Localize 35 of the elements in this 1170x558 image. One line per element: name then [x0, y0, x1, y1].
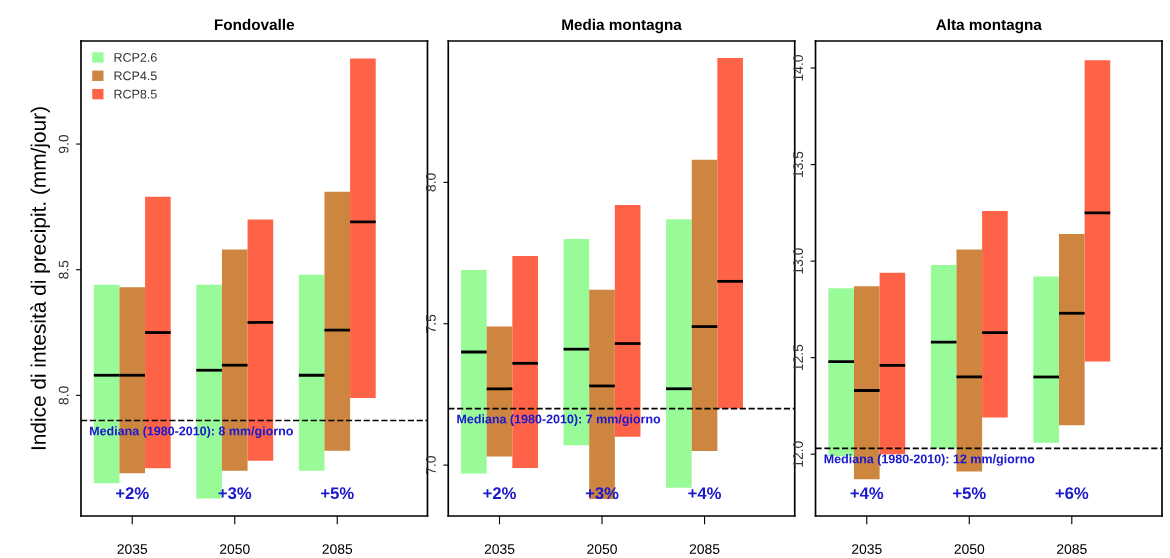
y-tick-label: 9.0	[58, 134, 69, 154]
x-tick-label: 2035	[852, 544, 882, 554]
y-tick-label: 7.5	[426, 314, 436, 333]
annotation: +2%	[116, 487, 149, 500]
x-tick-label: 2050	[587, 544, 617, 554]
chart-title: Fondovalle	[214, 18, 295, 31]
annotation: +2%	[483, 487, 516, 500]
chart-title: Alta montagna	[936, 18, 1042, 34]
annotation: +5%	[953, 487, 986, 500]
annotation: +6%	[1055, 487, 1089, 500]
y-tick-label: 8.5	[58, 260, 69, 279]
annotation: +4%	[688, 487, 721, 500]
y-tick-label: 7.0	[425, 456, 436, 475]
x-tick-label: 2085	[1057, 544, 1087, 554]
chart-title: Media montagna	[562, 18, 682, 34]
annotation: +5%	[321, 487, 354, 500]
x-tick-label: 2050	[220, 544, 250, 554]
annotation: +4%	[850, 487, 884, 500]
x-tick-label: 2085	[322, 544, 353, 554]
legend-label: RCP8.5	[114, 89, 157, 99]
legend-label: RCP2.6	[114, 53, 157, 62]
y-tick-label: 12.5	[793, 344, 804, 371]
y-tick-label: 8.0	[58, 386, 69, 405]
x-tick-label: 2050	[954, 544, 985, 554]
y-tick-label: 13.0	[793, 248, 804, 274]
x-tick-label: 2085	[689, 544, 720, 554]
legend-label: RCP4.5	[114, 71, 157, 81]
x-tick-label: 2035	[484, 544, 515, 554]
y-tick-label: 8.0	[425, 173, 436, 192]
y-tick-label: 14.0	[793, 55, 804, 81]
y-axis-title: Indice di intesità di precipit. (mm/jour)	[30, 107, 50, 450]
y-tick-label: 13.5	[793, 151, 804, 178]
x-tick-label: 2035	[117, 544, 148, 554]
y-tick-label: 12.0	[793, 441, 804, 467]
annotation: +3%	[218, 487, 252, 500]
